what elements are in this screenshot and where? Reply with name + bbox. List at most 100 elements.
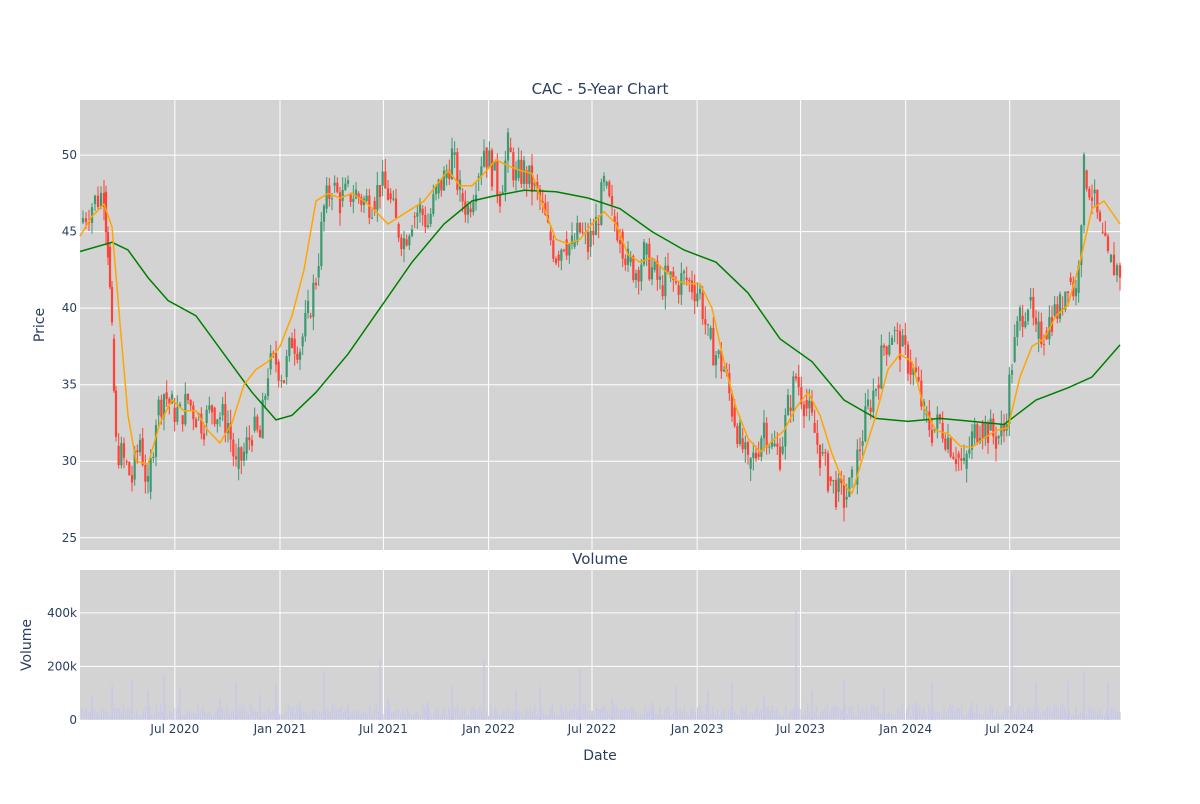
- volume-bar: [752, 713, 754, 720]
- candle-body: [610, 196, 614, 205]
- volume-bar: [877, 706, 879, 720]
- volume-bar: [705, 704, 707, 720]
- candle-body: [626, 248, 630, 265]
- volume-bar: [340, 706, 342, 720]
- volume-bar: [996, 710, 998, 720]
- volume-bar: [142, 710, 144, 720]
- candle-body: [776, 443, 779, 447]
- volume-bar: [122, 704, 124, 720]
- volume-bar: [103, 707, 105, 720]
- volume-bar: [1000, 714, 1002, 720]
- candle-body: [560, 249, 563, 261]
- candle-body: [696, 293, 699, 302]
- candle-body: [717, 350, 720, 355]
- volume-bar: [479, 706, 481, 720]
- candle-body: [408, 235, 411, 246]
- volume-bar: [795, 610, 797, 720]
- candle-body: [1021, 315, 1024, 327]
- volume-bar: [767, 706, 769, 720]
- volume-bar: [989, 705, 991, 720]
- volume-bar: [736, 713, 738, 720]
- volume-bar: [349, 714, 351, 720]
- candle-body: [108, 246, 112, 288]
- volume-bar: [338, 708, 340, 720]
- candle-body: [608, 181, 611, 197]
- volume-bar: [384, 707, 386, 720]
- volume-bar: [811, 690, 813, 720]
- volume-bar: [714, 714, 716, 720]
- volume-bar: [303, 711, 305, 720]
- candle-body: [613, 216, 616, 223]
- volume-bar: [230, 711, 232, 720]
- volume-bar: [589, 713, 591, 720]
- candle-body: [304, 312, 307, 337]
- candle-body: [952, 456, 955, 459]
- volume-bar: [853, 712, 855, 720]
- volume-bar: [208, 711, 210, 720]
- candle-body: [834, 480, 838, 508]
- volume-bar: [712, 706, 714, 720]
- volume-bar: [857, 705, 859, 720]
- volume-bar: [1024, 712, 1026, 720]
- volume-bar: [602, 705, 604, 720]
- candle-body: [213, 407, 216, 425]
- volume-bar: [1083, 671, 1085, 720]
- candle-body: [1069, 277, 1072, 283]
- volume-bar: [991, 708, 993, 720]
- volume-bar: [624, 706, 626, 720]
- volume-bar: [1038, 708, 1040, 720]
- candle-body: [397, 223, 400, 238]
- volume-bar: [956, 708, 958, 720]
- volume-bar: [461, 708, 463, 720]
- volume-bar: [437, 708, 439, 720]
- price-plot-area: [80, 100, 1120, 550]
- volume-bar: [600, 708, 602, 720]
- volume-bar: [653, 706, 655, 720]
- volume-bar: [164, 704, 166, 720]
- candle-body: [824, 452, 827, 454]
- volume-bar: [873, 704, 875, 720]
- candle-body: [698, 288, 702, 294]
- candle-body: [325, 185, 328, 209]
- candle-body: [1074, 288, 1078, 297]
- candle-body: [866, 399, 870, 407]
- volume-bar: [1057, 708, 1059, 720]
- volume-bar: [529, 706, 531, 720]
- candle-body: [720, 350, 723, 372]
- candle-body: [426, 225, 430, 228]
- volume-bar: [507, 708, 509, 720]
- candle-body: [517, 159, 520, 179]
- candle-body: [832, 480, 835, 482]
- candle-body: [637, 269, 640, 282]
- volume-bar: [985, 706, 987, 720]
- volume-bar: [646, 711, 648, 720]
- candle-body: [792, 376, 795, 411]
- volume-bar: [560, 704, 562, 720]
- candle-body: [994, 436, 998, 449]
- volume-bar: [701, 710, 703, 720]
- volume-bar: [235, 682, 237, 720]
- volume-bar: [738, 715, 740, 720]
- volume-bar: [281, 714, 283, 720]
- volume-bar: [666, 706, 668, 720]
- candle-body: [770, 440, 774, 447]
- candle-body: [338, 192, 342, 214]
- volume-bar: [1055, 705, 1057, 720]
- candle-body: [805, 400, 808, 409]
- volume-bar: [1066, 713, 1068, 720]
- volume-bar: [166, 715, 168, 720]
- candle-body: [992, 418, 995, 437]
- candle-body: [1000, 423, 1003, 437]
- candle-body: [405, 239, 408, 246]
- candle-body: [858, 449, 862, 451]
- volume-bar: [111, 685, 113, 720]
- candle-body: [661, 285, 664, 297]
- volume-bar: [411, 714, 413, 720]
- candle-body: [245, 437, 248, 454]
- candle-body: [418, 202, 422, 213]
- volume-bar: [1009, 706, 1011, 720]
- volume-bar: [745, 704, 747, 720]
- volume-bar: [626, 708, 628, 720]
- volume-bar: [345, 708, 347, 720]
- candle-body: [642, 241, 646, 265]
